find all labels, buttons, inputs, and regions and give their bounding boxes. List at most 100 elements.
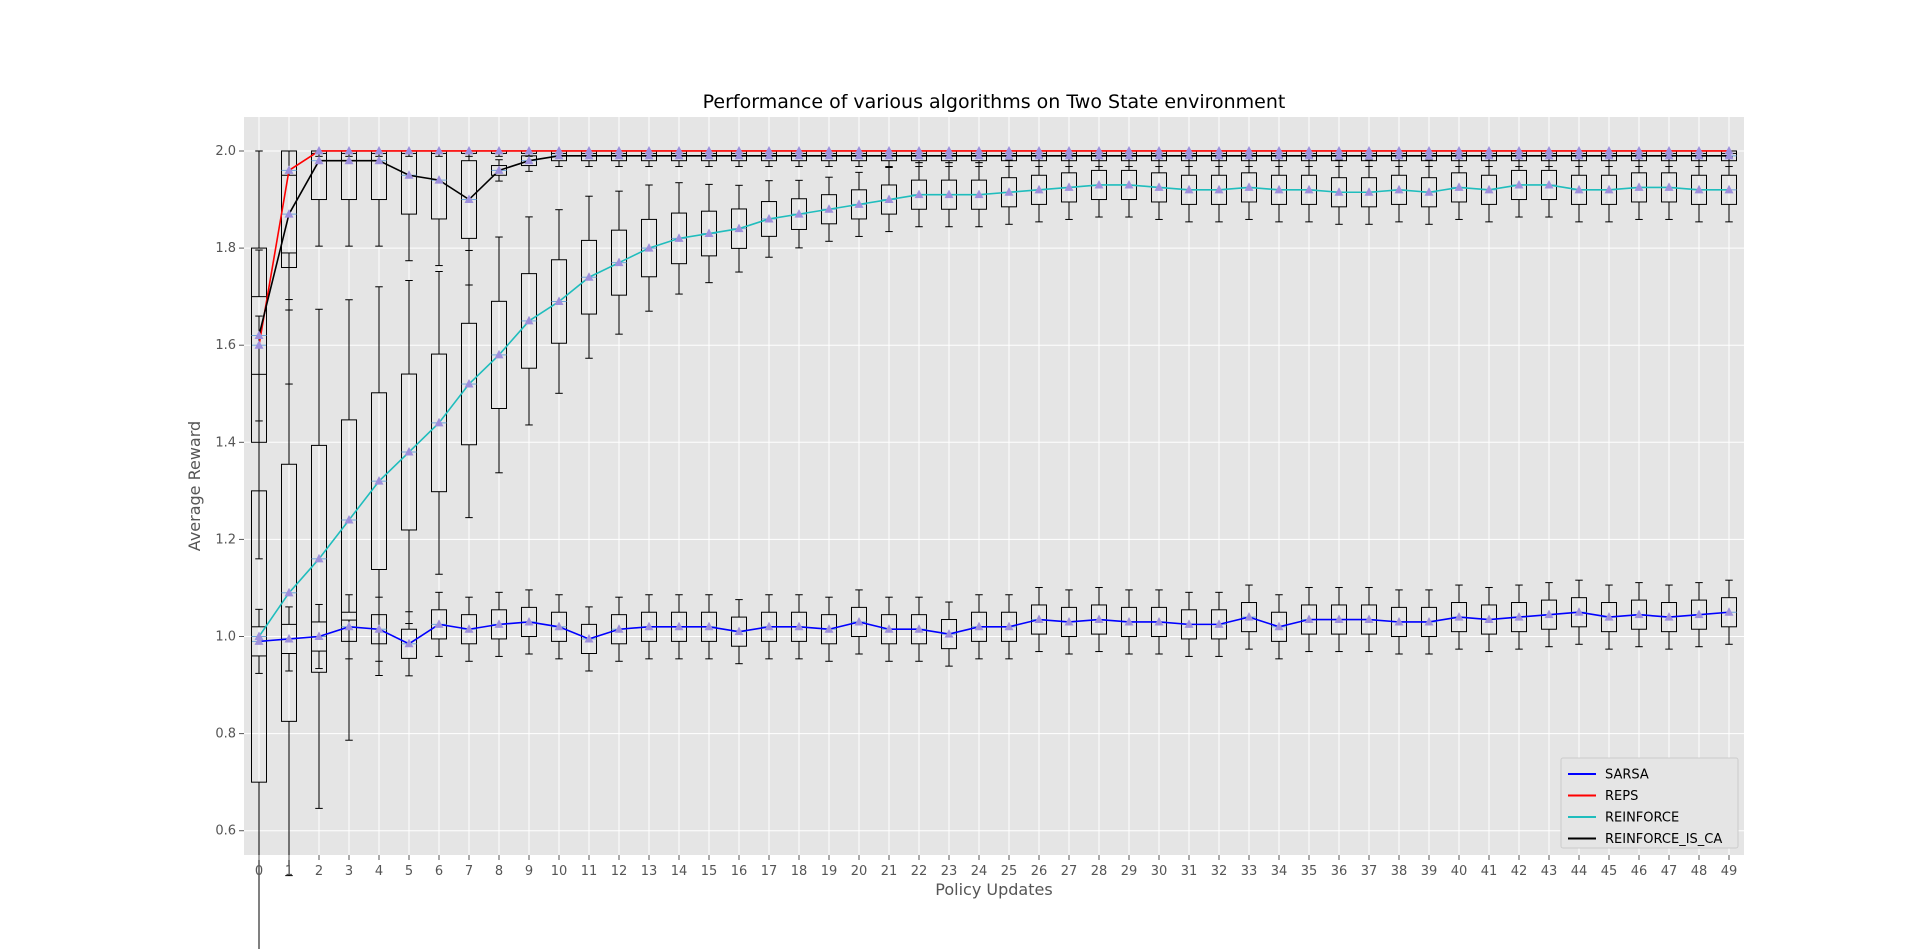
mean-marker xyxy=(434,417,444,427)
mean-marker xyxy=(1454,145,1464,155)
mean-marker xyxy=(524,145,534,155)
x-tick-label: 13 xyxy=(641,864,658,879)
mean-marker xyxy=(1634,182,1644,191)
x-tick-label: 46 xyxy=(1631,864,1648,879)
mean-marker xyxy=(1544,150,1554,160)
mean-marker xyxy=(1514,612,1524,621)
mean-marker xyxy=(1514,145,1524,155)
mean-marker xyxy=(1604,145,1614,155)
mean-marker xyxy=(944,150,954,160)
mean-marker xyxy=(1064,616,1074,626)
mean-marker xyxy=(1484,145,1494,155)
x-tick-label: 43 xyxy=(1541,864,1558,879)
mean-marker xyxy=(1124,179,1134,189)
mean-marker xyxy=(1634,609,1644,619)
mean-marker xyxy=(674,621,684,631)
mean-marker xyxy=(1094,179,1104,189)
mean-marker xyxy=(494,145,504,155)
mean-marker xyxy=(1454,182,1464,191)
mean-marker xyxy=(1664,145,1674,155)
mean-marker xyxy=(614,624,624,633)
x-tick-label: 41 xyxy=(1481,864,1498,879)
x-tick-label: 4 xyxy=(375,864,383,879)
mean-marker xyxy=(1664,612,1674,621)
mean-marker xyxy=(1544,179,1554,189)
mean-marker xyxy=(974,150,984,160)
legend: SARSA REPS REINFORCE REINFORCE_IS_CA xyxy=(1560,757,1739,849)
mean-marker xyxy=(1094,150,1104,160)
x-tick-label: 14 xyxy=(671,864,688,879)
mean-marker xyxy=(974,189,984,199)
mean-marker xyxy=(554,150,564,160)
mean-marker xyxy=(1064,150,1074,160)
series-line-reinforce_is_ca xyxy=(258,155,1729,336)
mean-marker xyxy=(1154,145,1164,155)
mean-marker xyxy=(1604,612,1614,621)
mean-marker xyxy=(734,145,744,155)
mean-marker xyxy=(854,199,864,208)
legend-label: REPS xyxy=(1605,789,1638,804)
mean-marker xyxy=(644,150,654,160)
series-lines xyxy=(258,150,1730,645)
mean-marker xyxy=(374,624,384,633)
mean-marker xyxy=(884,145,894,155)
mean-marker xyxy=(1724,150,1734,160)
y-tick-label: 2.0 xyxy=(215,144,236,159)
mean-marker xyxy=(1424,616,1434,626)
mean-marker xyxy=(914,624,924,633)
legend-label: REINFORCE_IS_CA xyxy=(1605,832,1722,847)
x-tick-label: 12 xyxy=(611,864,628,879)
x-tick-label: 40 xyxy=(1451,864,1468,879)
x-tick-label: 35 xyxy=(1301,864,1318,879)
x-tick-label: 11 xyxy=(581,864,598,879)
mean-marker xyxy=(1364,187,1374,196)
mean-marker xyxy=(314,631,324,641)
mean-marker xyxy=(1484,614,1494,624)
mean-marker xyxy=(1334,187,1344,196)
mean-marker xyxy=(1514,150,1524,160)
mean-marker xyxy=(1394,184,1404,194)
mean-marker xyxy=(1214,150,1224,160)
mean-marker xyxy=(1214,145,1224,155)
mean-marker xyxy=(704,150,714,160)
mean-marker xyxy=(254,636,264,645)
mean-marker xyxy=(464,145,474,155)
mean-marker xyxy=(374,476,384,485)
mean-marker xyxy=(1154,616,1164,626)
mean-marker xyxy=(584,145,594,155)
mean-marker xyxy=(1064,182,1074,191)
mean-marker xyxy=(1304,614,1314,624)
x-tick-label: 21 xyxy=(881,864,898,879)
mean-marker xyxy=(1424,187,1434,196)
x-tick-label: 0 xyxy=(255,864,263,879)
mean-marker xyxy=(524,315,534,325)
mean-marker xyxy=(794,621,804,631)
x-tick-label: 10 xyxy=(551,864,568,879)
mean-marker xyxy=(1244,145,1254,155)
y-tick-label: 1.0 xyxy=(215,630,236,645)
mean-marker xyxy=(1544,609,1554,619)
mean-marker xyxy=(404,638,414,648)
mean-marker xyxy=(644,243,654,252)
mean-marker xyxy=(1514,179,1524,189)
mean-marker xyxy=(464,624,474,633)
y-tick-label: 1.8 xyxy=(215,241,236,256)
mean-marker xyxy=(794,150,804,160)
mean-marker xyxy=(494,165,504,174)
mean-marker xyxy=(1574,184,1584,194)
mean-marker xyxy=(1454,150,1464,160)
mean-marker xyxy=(764,150,774,160)
mean-marker xyxy=(1724,607,1734,616)
mean-marker xyxy=(1694,609,1704,619)
mean-marker xyxy=(1184,150,1194,160)
mean-marker xyxy=(704,228,714,238)
x-tick-label: 2 xyxy=(315,864,323,879)
mean-marker xyxy=(284,587,294,597)
mean-marker xyxy=(614,257,624,267)
legend-box xyxy=(1560,757,1739,849)
mean-marker xyxy=(1244,612,1254,621)
mean-marker xyxy=(764,213,774,223)
mean-marker xyxy=(1184,619,1194,628)
mean-marker xyxy=(1214,184,1224,194)
x-tick-label: 22 xyxy=(911,864,928,879)
